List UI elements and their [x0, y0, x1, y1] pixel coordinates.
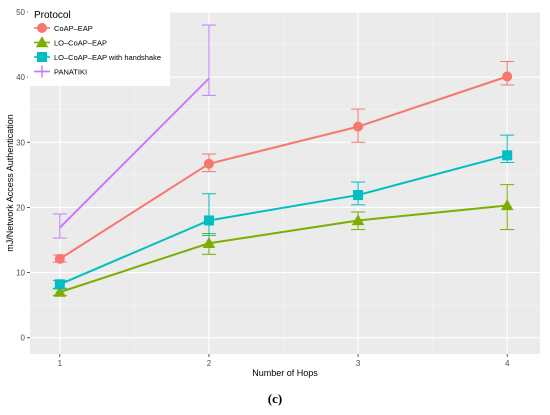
legend-title: Protocol: [34, 10, 71, 21]
data-point: [202, 237, 216, 248]
error-bar: [201, 24, 216, 96]
data-point: [500, 199, 514, 211]
x-tick-label: 4: [505, 359, 510, 368]
legend-label: PANATIKI: [54, 68, 87, 77]
y-axis-title: mJ/Network Access Authentication: [5, 114, 15, 252]
data-point: [54, 253, 65, 264]
axis-ticks: 0 10 20 30 40 50 1 2 3 4: [16, 8, 510, 368]
series-layer: [52, 24, 515, 297]
y-tick-label: 20: [16, 203, 25, 212]
y-tick-label: 50: [16, 8, 25, 17]
data-point: [53, 285, 67, 297]
data-point: [54, 279, 65, 290]
legend-item-3: PANATIKI: [34, 65, 87, 78]
series-line: [59, 204, 508, 294]
legend-key-marker: [36, 65, 48, 78]
x-tick-label: 3: [356, 359, 361, 368]
y-tick-label: 0: [21, 334, 26, 343]
series-line: [59, 75, 508, 260]
legend-background: [28, 7, 170, 86]
legend-item-2: LO–CoAP–EAP with handshake: [34, 52, 161, 62]
series-0: [52, 61, 515, 264]
series-line: [59, 77, 210, 229]
figure-caption: (c): [268, 391, 282, 406]
data-point: [353, 190, 364, 201]
series-2: [52, 134, 515, 290]
legend-key-marker: [37, 23, 47, 33]
legend-key-marker: [35, 36, 49, 48]
error-bar: [52, 213, 67, 239]
legend-items: CoAP–EAP LO–CoAP–EAP LO–CoAP–EAP with hand…: [34, 23, 161, 78]
data-point: [353, 121, 364, 132]
legend-label: LO–CoAP–EAP: [54, 39, 107, 48]
y-tick-label: 30: [16, 138, 25, 147]
y-tick-label: 10: [16, 269, 25, 278]
series-1: [52, 184, 515, 297]
data-point: [203, 215, 214, 226]
series-3: [52, 24, 216, 239]
data-point: [502, 71, 513, 82]
data-point: [203, 158, 214, 169]
legend-label: CoAP–EAP: [54, 24, 93, 33]
error-bar: [201, 193, 216, 236]
series-line: [59, 154, 508, 286]
y-tick-label: 40: [16, 73, 25, 82]
x-tick-label: 2: [207, 359, 212, 368]
legend-key-marker: [37, 52, 47, 62]
legend-label: LO–CoAP–EAP with handshake: [54, 53, 161, 62]
legend: Protocol CoAP–EAP LO–CoAP–EAP LO–CoAP–EAP …: [28, 7, 170, 86]
data-point: [351, 214, 365, 226]
legend-item-0: CoAP–EAP: [34, 23, 93, 33]
data-point: [502, 150, 513, 161]
x-tick-label: 1: [58, 359, 63, 368]
legend-item-1: LO–CoAP–EAP: [34, 36, 107, 48]
x-axis-title: Number of Hops: [252, 368, 318, 378]
